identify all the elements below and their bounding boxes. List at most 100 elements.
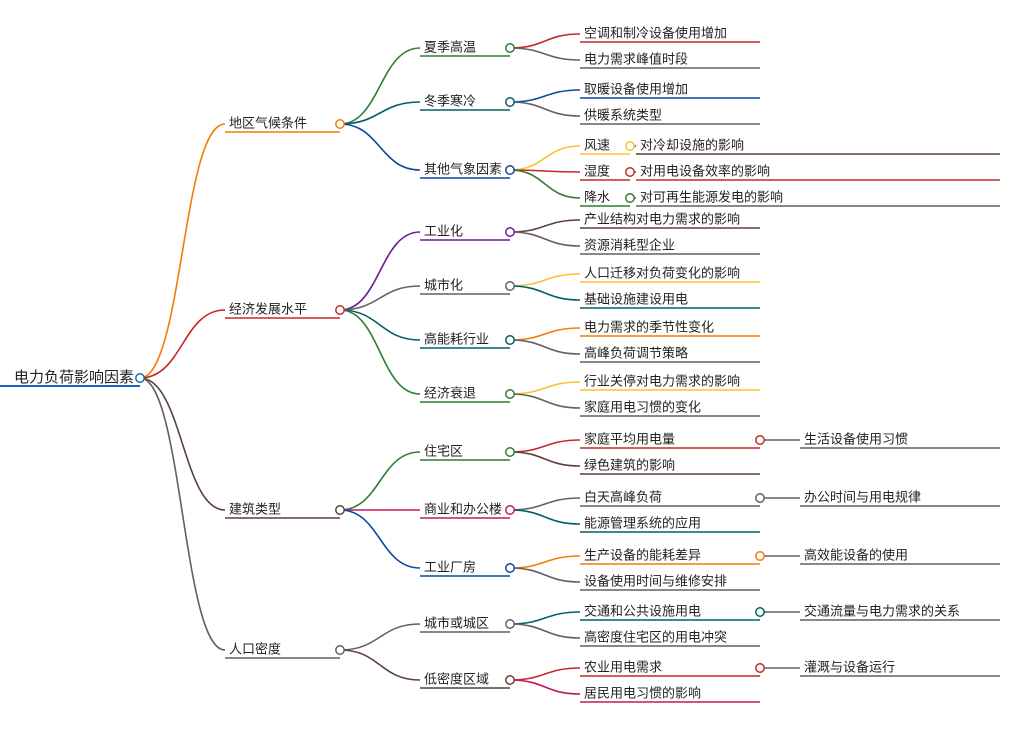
edge: [510, 498, 580, 510]
node-label: 资源消耗型企业: [584, 237, 675, 252]
node-label: 住宅区: [424, 443, 463, 458]
edge: [340, 624, 420, 650]
node-label: 工业厂房: [424, 559, 476, 574]
node-label: 农业用电需求: [584, 659, 662, 674]
node-label: 地区气候条件: [229, 115, 307, 130]
expand-node[interactable]: [626, 168, 634, 176]
expand-node[interactable]: [506, 98, 514, 106]
expand-node[interactable]: [506, 166, 514, 174]
node-label: 白天高峰负荷: [584, 489, 662, 504]
expand-node[interactable]: [506, 44, 514, 52]
node-label: 能源管理系统的应用: [584, 515, 701, 530]
edge: [510, 220, 580, 232]
edge: [510, 394, 580, 408]
expand-node[interactable]: [506, 336, 514, 344]
edge: [510, 612, 580, 624]
edge: [510, 568, 580, 582]
node-label: 对冷却设施的影响: [640, 137, 744, 152]
node-label: 产业结构对电力需求的影响: [584, 211, 740, 226]
node-label: 高效能设备的使用: [804, 547, 908, 562]
edge: [340, 452, 420, 510]
edge: [510, 452, 580, 466]
node-label: 家庭用电习惯的变化: [584, 399, 701, 414]
expand-node[interactable]: [756, 552, 764, 560]
expand-node[interactable]: [506, 564, 514, 572]
node-label: 空调和制冷设备使用增加: [584, 25, 727, 40]
edge: [340, 510, 420, 568]
node-label: 家庭平均用电量: [584, 431, 675, 446]
node-label: 高峰负荷调节策略: [584, 345, 688, 360]
edge: [510, 274, 580, 286]
node-label: 其他气象因素: [424, 161, 502, 176]
edge: [510, 680, 580, 694]
node-label: 办公时间与用电规律: [804, 489, 921, 504]
node-label: 城市化: [424, 277, 463, 292]
expand-node[interactable]: [336, 506, 344, 514]
expand-node[interactable]: [626, 194, 634, 202]
edge: [510, 286, 580, 300]
node-label: 高能耗行业: [424, 331, 489, 346]
expand-node[interactable]: [756, 436, 764, 444]
node-label: 取暖设备使用增加: [584, 81, 688, 96]
node-label: 灌溉与设备运行: [804, 659, 895, 674]
expand-node[interactable]: [506, 676, 514, 684]
edge: [340, 310, 420, 394]
node-label: 降水: [584, 189, 610, 204]
node-label: 对可再生能源发电的影响: [640, 189, 783, 204]
node-label: 人口迁移对负荷变化的影响: [584, 265, 740, 280]
expand-node[interactable]: [506, 228, 514, 236]
edge: [340, 310, 420, 340]
node-label: 供暖系统类型: [584, 107, 662, 122]
expand-node[interactable]: [336, 646, 344, 654]
edge: [340, 124, 420, 170]
expand-node[interactable]: [756, 608, 764, 616]
node-label: 工业化: [424, 223, 463, 238]
node-label: 商业和办公楼: [424, 501, 502, 516]
node-label: 经济发展水平: [229, 301, 307, 316]
expand-node[interactable]: [626, 142, 634, 150]
expand-node[interactable]: [756, 494, 764, 502]
expand-node[interactable]: [336, 120, 344, 128]
edge: [510, 668, 580, 680]
node-label: 绿色建筑的影响: [584, 457, 675, 472]
node-label: 交通和公共设施用电: [584, 603, 701, 618]
node-label: 高密度住宅区的用电冲突: [584, 629, 727, 644]
node-label: 电力需求的季节性变化: [584, 319, 714, 334]
node-label: 对用电设备效率的影响: [640, 163, 770, 178]
node-label: 交通流量与电力需求的关系: [804, 603, 960, 618]
edge: [510, 34, 580, 48]
expand-node[interactable]: [506, 620, 514, 628]
node-label: 风速: [584, 137, 610, 152]
edge: [510, 440, 580, 452]
edge: [510, 510, 580, 524]
node-label: 人口密度: [229, 641, 281, 656]
edge: [510, 556, 580, 568]
edge: [340, 650, 420, 680]
node-label: 建筑类型: [229, 501, 281, 516]
expand-node[interactable]: [506, 448, 514, 456]
node-label: 生活设备使用习惯: [804, 431, 908, 446]
node-label: 电力需求峰值时段: [584, 51, 688, 66]
edge: [140, 124, 225, 378]
node-label: 行业关停对电力需求的影响: [584, 373, 740, 388]
expand-node[interactable]: [506, 282, 514, 290]
root-label: 电力负荷影响因素: [14, 369, 134, 386]
node-label: 冬季寒冷: [424, 93, 476, 108]
edge: [510, 328, 580, 340]
expand-node[interactable]: [506, 390, 514, 398]
expand-node[interactable]: [506, 506, 514, 514]
node-label: 基础设施建设用电: [584, 291, 688, 306]
edge: [510, 340, 580, 354]
edge: [510, 624, 580, 638]
edge: [510, 146, 580, 170]
expand-node[interactable]: [756, 664, 764, 672]
edge: [510, 102, 580, 116]
expand-node[interactable]: [336, 306, 344, 314]
mindmap-canvas: 电力负荷影响因素地区气候条件经济发展水平建筑类型人口密度夏季高温冬季寒冷其他气象…: [0, 0, 1024, 732]
edge: [510, 382, 580, 394]
node-label: 居民用电习惯的影响: [584, 685, 701, 700]
root-node[interactable]: [136, 374, 144, 382]
edge: [510, 48, 580, 60]
node-label: 生产设备的能耗差异: [584, 547, 701, 562]
edge: [140, 378, 225, 650]
